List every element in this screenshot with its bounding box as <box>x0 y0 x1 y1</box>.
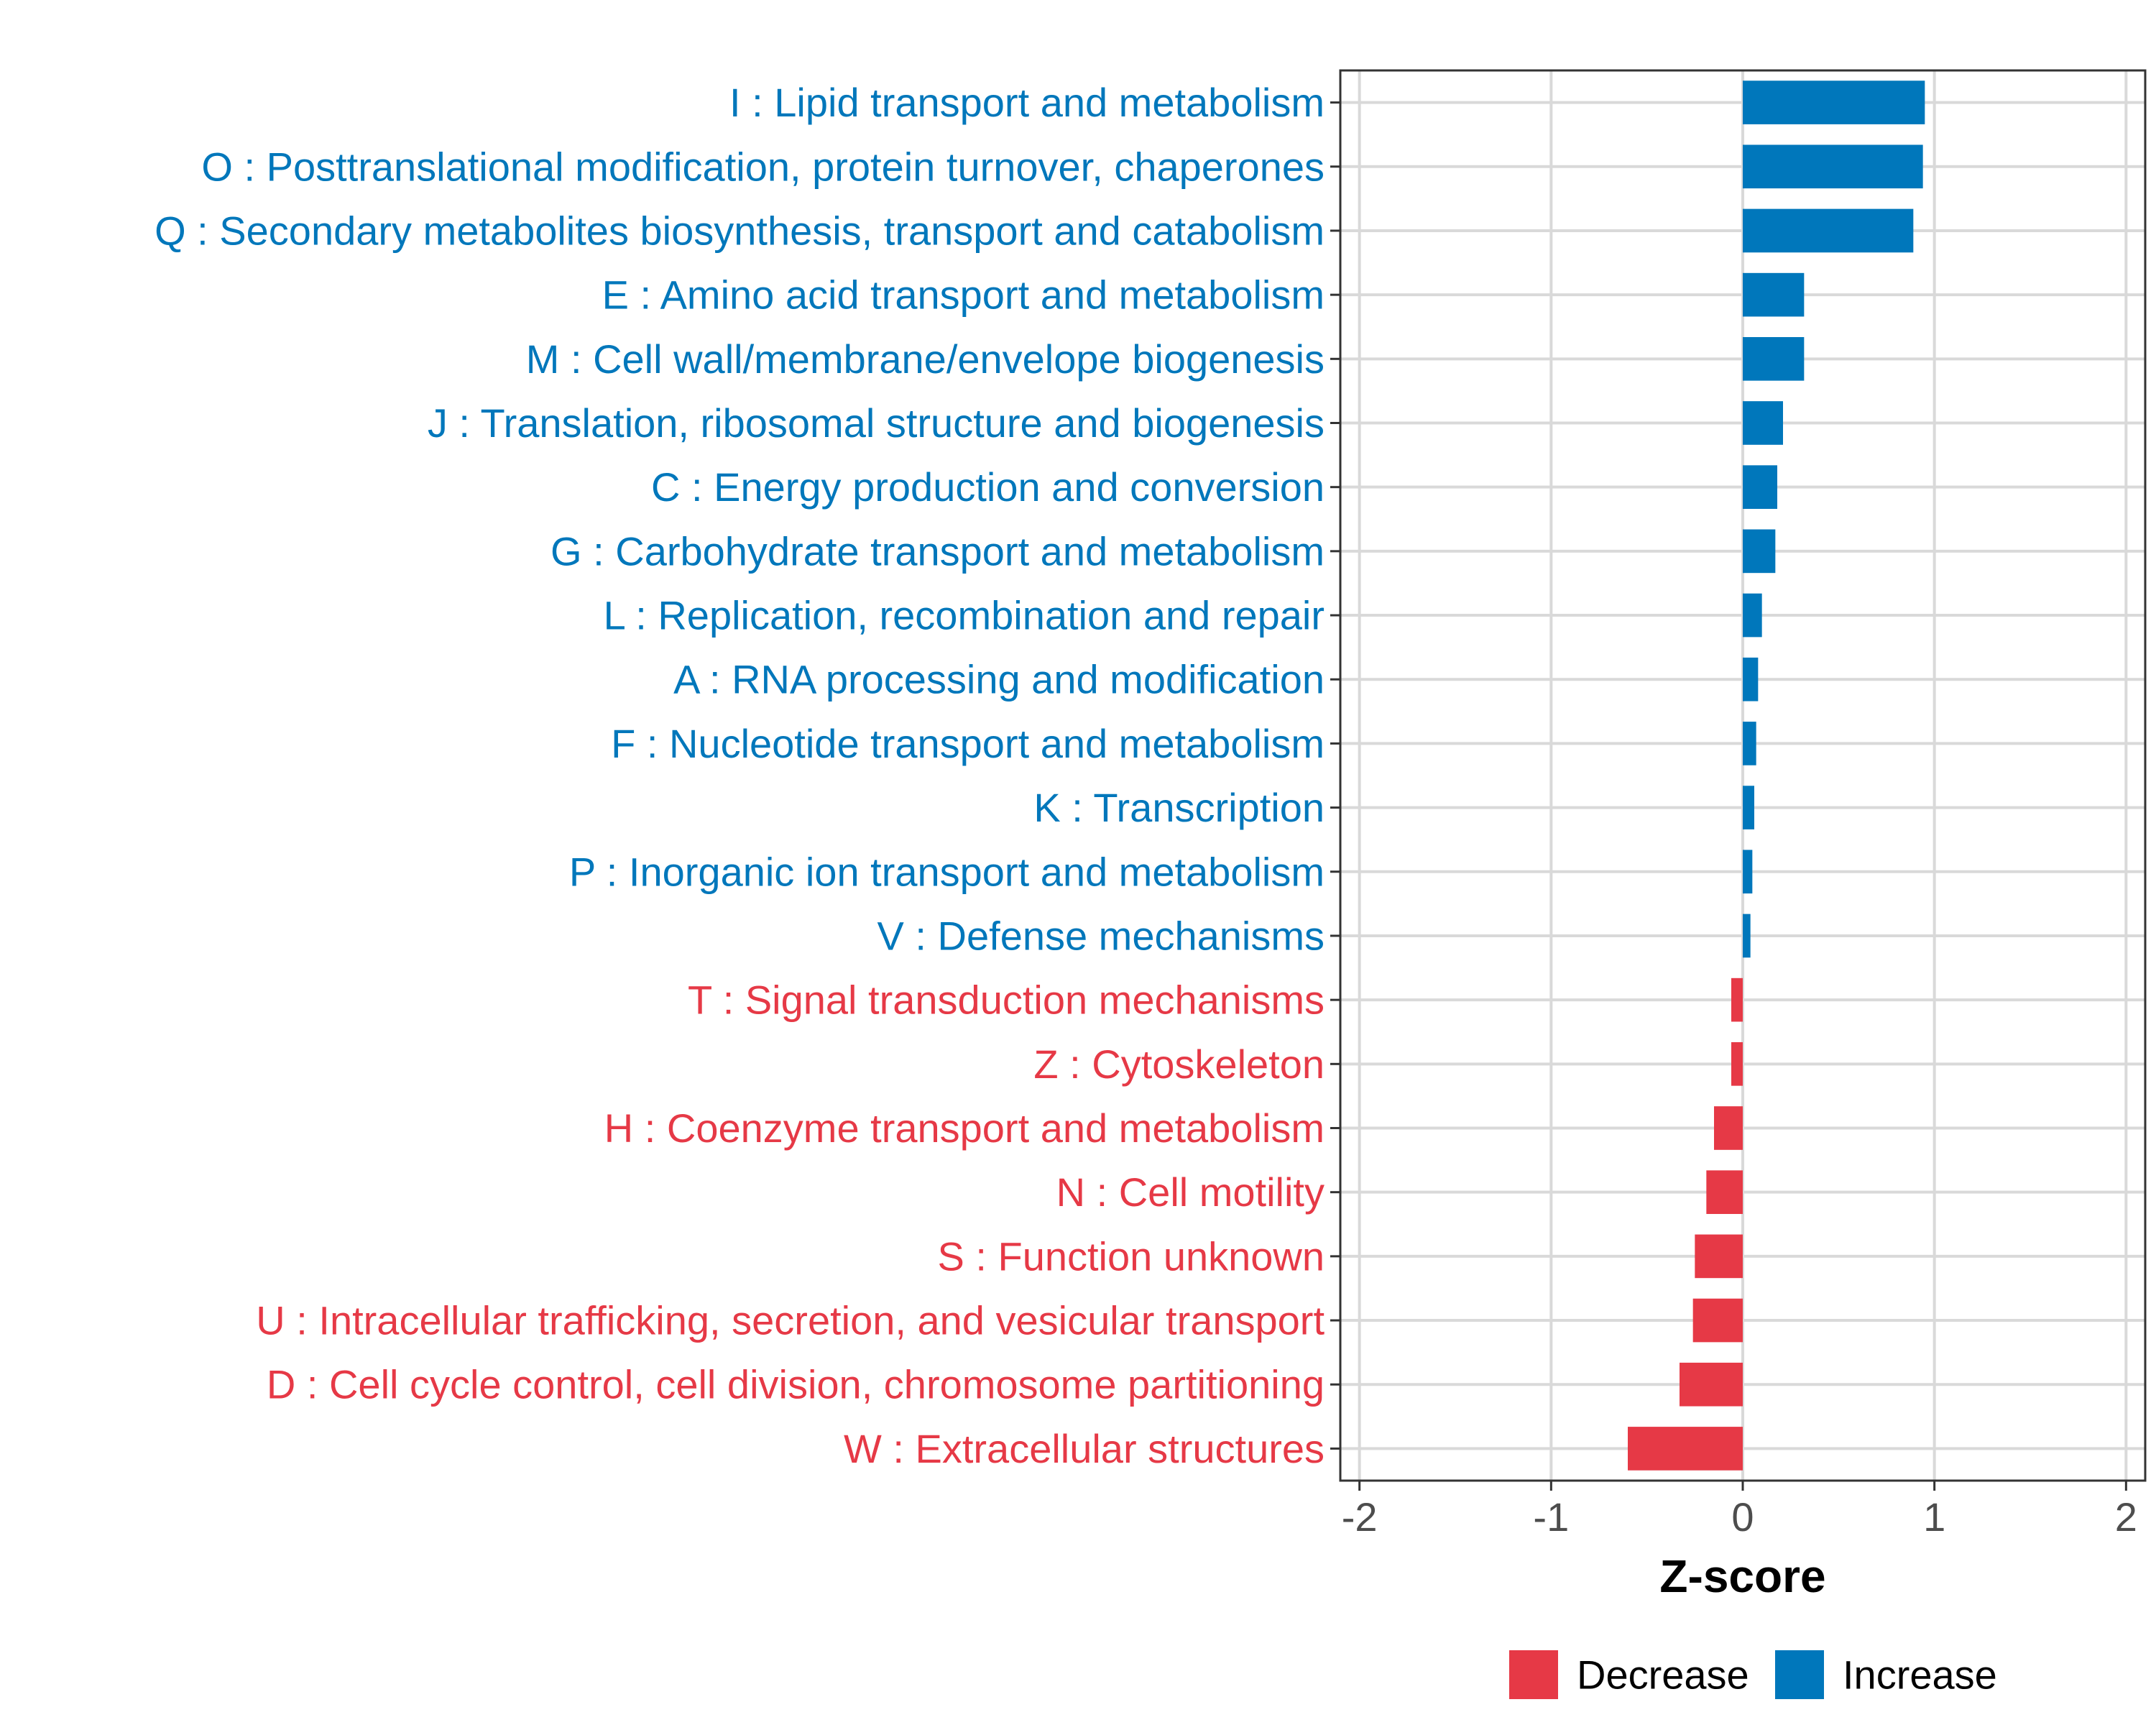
legend-swatch-increase <box>1775 1650 1824 1699</box>
category-label-7: G : Carbohydrate transport and metabolis… <box>550 528 1325 574</box>
category-label-15: Z : Cytoskeleton <box>1033 1041 1325 1087</box>
category-label-2: Q : Secondary metabolites biosynthesis, … <box>155 208 1325 253</box>
bar-7 <box>1743 529 1776 574</box>
category-label-20: D : Cell cycle control, cell division, c… <box>267 1362 1325 1407</box>
bar-10 <box>1743 722 1756 765</box>
bar-9 <box>1743 657 1759 702</box>
bar-15 <box>1731 1041 1743 1086</box>
bar-18 <box>1695 1234 1743 1279</box>
bar-12 <box>1743 850 1753 894</box>
category-label-9: A : RNA processing and modification <box>673 657 1325 702</box>
bar-21 <box>1628 1427 1743 1471</box>
bar-1 <box>1743 144 1923 189</box>
bar-20 <box>1680 1362 1743 1407</box>
bar-16 <box>1714 1106 1743 1150</box>
category-label-10: F : Nucleotide transport and metabolism <box>611 721 1325 766</box>
bar-13 <box>1743 914 1751 958</box>
category-label-1: O : Posttranslational modification, prot… <box>201 144 1325 189</box>
category-label-16: H : Coenzyme transport and metabolism <box>604 1105 1325 1151</box>
bar-11 <box>1743 786 1754 829</box>
category-label-6: C : Energy production and conversion <box>651 464 1325 510</box>
x-tick-label-3: 1 <box>1923 1494 1945 1540</box>
x-tick-label-2: 0 <box>1731 1494 1754 1540</box>
category-label-8: L : Replication, recombination and repai… <box>604 593 1325 638</box>
x-axis-title: Z-score <box>1659 1550 1825 1602</box>
legend-label-decrease: Decrease <box>1577 1652 1749 1698</box>
bar-4 <box>1743 336 1805 381</box>
bar-2 <box>1743 208 1914 253</box>
category-label-21: W : Extracellular structures <box>844 1426 1325 1471</box>
bar-0 <box>1743 80 1925 124</box>
category-label-4: M : Cell wall/membrane/envelope biogenes… <box>526 336 1325 382</box>
category-label-5: J : Translation, ribosomal structure and… <box>428 400 1325 446</box>
category-label-19: U : Intracellular trafficking, secretion… <box>256 1298 1325 1343</box>
x-tick-label-1: -1 <box>1533 1494 1569 1540</box>
category-label-11: K : Transcription <box>1033 785 1325 830</box>
category-label-12: P : Inorganic ion transport and metaboli… <box>569 849 1325 894</box>
bar-14 <box>1731 978 1743 1022</box>
legend-swatch-decrease <box>1509 1650 1558 1699</box>
category-label-13: V : Defense mechanisms <box>877 913 1325 958</box>
legend-label-increase: Increase <box>1843 1652 1997 1698</box>
bar-17 <box>1706 1170 1743 1215</box>
x-tick-label-0: -2 <box>1342 1494 1378 1540</box>
bar-8 <box>1743 593 1762 638</box>
x-tick-label-4: 2 <box>2115 1494 2137 1540</box>
category-label-17: N : Cell motility <box>1056 1169 1325 1215</box>
bar-6 <box>1743 465 1777 510</box>
bar-3 <box>1743 272 1805 317</box>
category-label-3: E : Amino acid transport and metabolism <box>602 272 1325 318</box>
category-label-14: T : Signal transduction mechanisms <box>688 978 1325 1023</box>
category-label-0: I : Lipid transport and metabolism <box>729 80 1325 125</box>
bar-19 <box>1692 1298 1743 1343</box>
bar-5 <box>1743 401 1783 445</box>
category-label-18: S : Function unknown <box>937 1233 1325 1279</box>
